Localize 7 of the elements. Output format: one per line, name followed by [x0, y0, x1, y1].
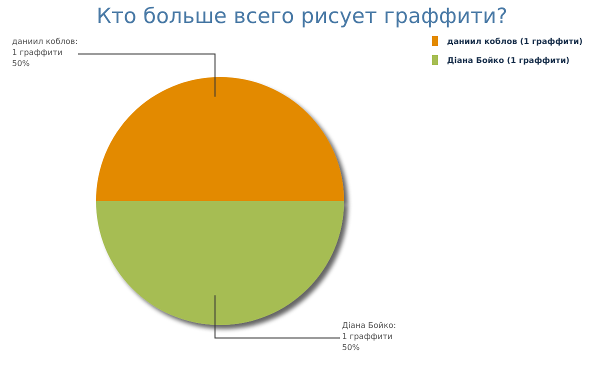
- legend-label: Діана Бойко (1 граффити): [447, 56, 570, 64]
- data-label: даниил коблов: 1 граффити 50%: [12, 37, 78, 68]
- legend-label: даниил коблов (1 граффити): [447, 36, 583, 46]
- data-label: Діана Бойко: 1 граффити 50%: [342, 321, 396, 352]
- chart-title: Кто больше всего рисует граффити?: [95, 4, 509, 28]
- pie-slice: [96, 201, 344, 325]
- pie-slice: [96, 77, 344, 201]
